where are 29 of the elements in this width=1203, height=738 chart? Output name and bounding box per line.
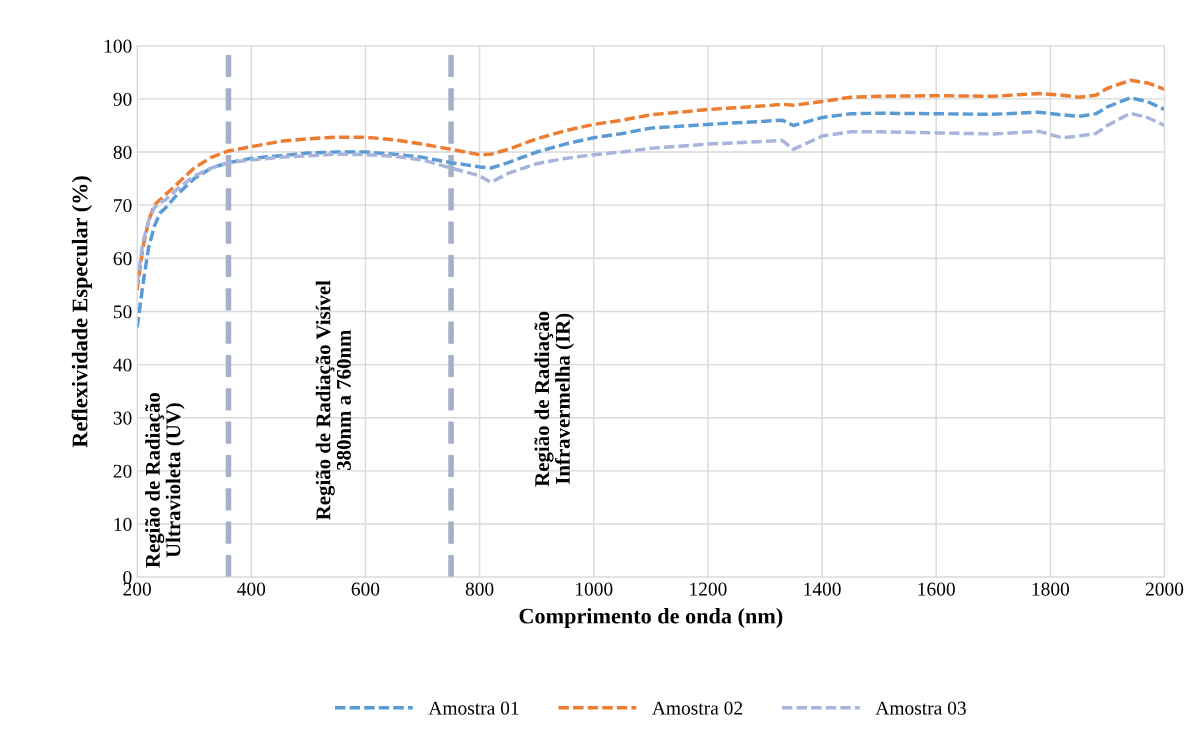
y-tick-label: 10 xyxy=(114,517,132,531)
x-tick-label: 1000 xyxy=(576,582,613,596)
y-tick-label: 90 xyxy=(113,92,132,106)
y-axis-title: Reflexividade Especular (%) xyxy=(71,176,92,448)
x-tick-label: 1800 xyxy=(1032,582,1070,596)
y-tick-label: 50 xyxy=(113,305,132,319)
x-tick-label: 600 xyxy=(351,582,380,596)
annotation: Região de Radiação Visível 380nm a 760nm xyxy=(315,280,351,520)
legend-label: Amostra 03 xyxy=(875,701,966,715)
y-tick-label: 40 xyxy=(113,358,132,372)
annotation: Região de Radiação Ultravioleta (UV) xyxy=(145,392,185,568)
y-tick-label: 100 xyxy=(104,39,132,53)
x-tick-label: 1200 xyxy=(690,582,727,596)
y-tick-label: 0 xyxy=(123,570,132,585)
annotation: Região de Radiação Infravermelha (IR) xyxy=(534,311,575,487)
x-axis-title: Comprimento de onda (nm) xyxy=(519,607,783,629)
legend-label: Amostra 02 xyxy=(652,701,743,715)
legend-label: Amostra 01 xyxy=(428,701,519,715)
y-tick-label: 20 xyxy=(113,464,132,478)
y-tick-label: 80 xyxy=(113,145,132,159)
x-tick-label: 2000 xyxy=(1145,582,1184,596)
x-tick-label: 1400 xyxy=(804,582,841,596)
x-tick-label: 800 xyxy=(465,582,494,596)
x-tick-label: 1600 xyxy=(918,582,955,596)
y-tick-label: 70 xyxy=(114,198,132,213)
x-tick-label: 400 xyxy=(237,582,266,596)
x-tick-label: 200 xyxy=(123,582,151,596)
y-tick-label: 60 xyxy=(113,252,132,266)
y-tick-label: 30 xyxy=(113,411,132,425)
